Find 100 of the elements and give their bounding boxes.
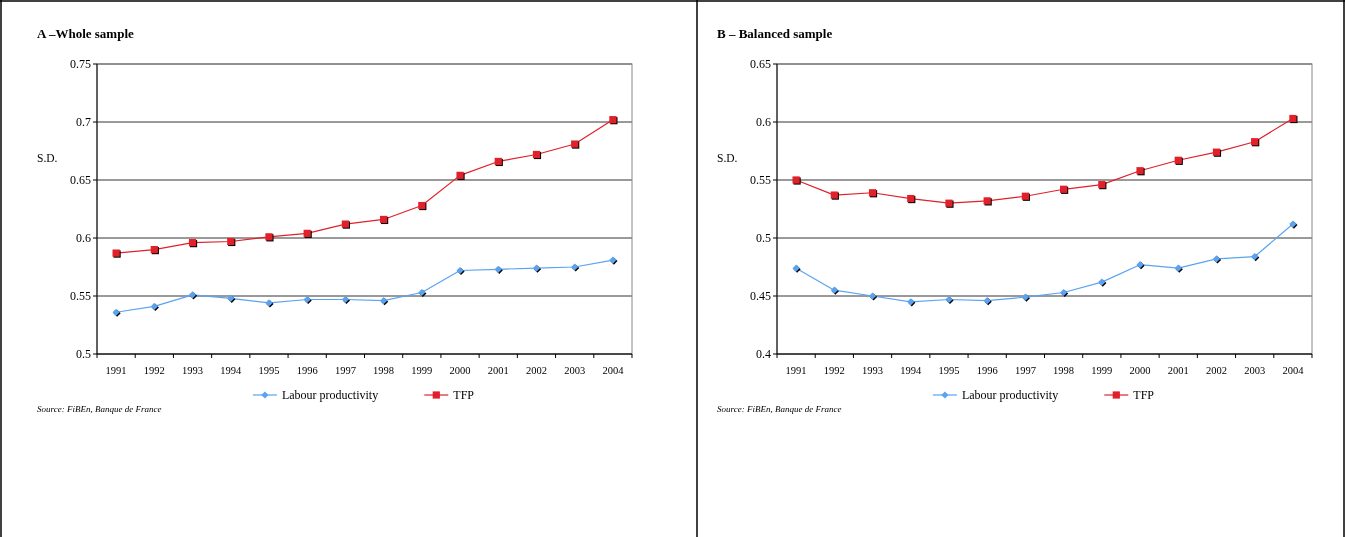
point — [571, 263, 579, 271]
x-tick-label: 1997 — [1014, 365, 1036, 376]
x-tick-label: 1996 — [296, 365, 318, 376]
x-tick-label: 1992 — [823, 365, 845, 376]
x-tick-label: 2002 — [525, 365, 547, 376]
legend-label: TFP — [453, 388, 475, 403]
point — [1060, 185, 1068, 193]
point — [418, 288, 426, 297]
x-tick-label: 2000 — [1129, 365, 1151, 376]
point — [983, 197, 991, 205]
x-tick-label: 2004 — [602, 365, 625, 376]
point — [303, 229, 311, 237]
point — [265, 233, 273, 241]
point — [792, 264, 800, 272]
x-tick-label: 2003 — [564, 365, 586, 376]
y-tick-label: 0.4 — [756, 347, 771, 362]
point — [945, 295, 953, 304]
x-tick-label: 1995 — [938, 365, 960, 376]
source-note: Source: FiBEn, Banque de France — [717, 404, 842, 414]
point — [1060, 288, 1068, 297]
point — [532, 264, 541, 272]
point — [1136, 167, 1144, 175]
point — [868, 189, 877, 197]
point — [494, 265, 502, 273]
point — [945, 199, 953, 207]
y-tick-label: 0.7 — [76, 115, 91, 130]
x-tick-label: 2001 — [487, 365, 509, 376]
point — [1098, 181, 1106, 189]
legend-label: TFP — [1133, 388, 1155, 403]
point — [1212, 255, 1221, 263]
point — [1021, 192, 1029, 200]
x-tick-label: 1992 — [143, 365, 165, 376]
y-tick-label: 0.45 — [750, 289, 771, 304]
point — [792, 176, 800, 184]
point — [1251, 252, 1259, 261]
y-tick-label: 0.6 — [756, 115, 771, 130]
x-tick-label: 1993 — [182, 365, 204, 376]
x-tick-label: 1994 — [900, 365, 922, 376]
point — [456, 171, 464, 179]
point — [1212, 148, 1221, 156]
x-tick-label: 1999 — [411, 365, 433, 376]
point — [907, 194, 915, 203]
x-tick-label: 2004 — [1282, 365, 1305, 376]
x-tick-label: 1993 — [862, 365, 884, 376]
x-tick-label: 2001 — [1167, 365, 1189, 376]
legend-label: Labour productivity — [281, 388, 379, 403]
point — [227, 237, 235, 246]
x-tick-label: 1996 — [976, 365, 998, 376]
point — [571, 140, 579, 148]
point — [609, 116, 617, 124]
x-tick-label: 1997 — [334, 365, 356, 376]
x-tick-label: 2002 — [1205, 365, 1227, 376]
y-tick-label: 0.65 — [70, 173, 91, 188]
point — [830, 191, 838, 199]
point — [380, 215, 388, 224]
y-tick-label: 0.65 — [750, 57, 771, 72]
point — [456, 266, 464, 275]
point — [112, 249, 120, 257]
point — [188, 239, 197, 247]
point — [303, 295, 311, 304]
point — [830, 286, 838, 294]
y-tick-label: 0.75 — [70, 57, 91, 72]
y-tick-label: 0.55 — [70, 289, 91, 304]
point — [609, 256, 617, 264]
x-tick-label: 2000 — [449, 365, 471, 376]
point — [1251, 138, 1259, 146]
point — [1136, 261, 1144, 269]
source-note: Source: FiBEn, Banque de France — [37, 404, 162, 414]
point — [150, 302, 158, 311]
point — [1289, 220, 1297, 228]
chart-title: A –Whole sample — [37, 26, 135, 41]
x-tick-label: 1998 — [1053, 365, 1075, 376]
y-axis-title: S.D. — [717, 152, 738, 164]
point — [1174, 156, 1182, 164]
point — [532, 150, 541, 159]
point — [1098, 278, 1106, 286]
point — [907, 298, 915, 306]
y-tick-label: 0.5 — [76, 347, 91, 362]
point — [1174, 264, 1182, 272]
legend-label: Labour productivity — [961, 388, 1059, 403]
point — [380, 297, 388, 305]
point — [868, 292, 877, 300]
y-axis-title: S.D. — [37, 152, 58, 164]
point — [265, 299, 273, 307]
point — [1289, 114, 1297, 123]
point — [418, 201, 426, 210]
y-tick-label: 0.6 — [76, 231, 91, 246]
point — [112, 308, 120, 316]
x-tick-label: 1991 — [105, 365, 127, 376]
point — [341, 295, 349, 304]
y-tick-label: 0.55 — [750, 173, 771, 188]
point — [341, 220, 349, 228]
point — [150, 246, 158, 254]
x-tick-label: 1999 — [1091, 365, 1113, 376]
point — [1021, 293, 1029, 301]
point — [494, 157, 502, 166]
point — [227, 294, 235, 302]
y-tick-label: 0.5 — [756, 231, 771, 246]
x-tick-label: 1995 — [258, 365, 280, 376]
point — [188, 291, 197, 299]
